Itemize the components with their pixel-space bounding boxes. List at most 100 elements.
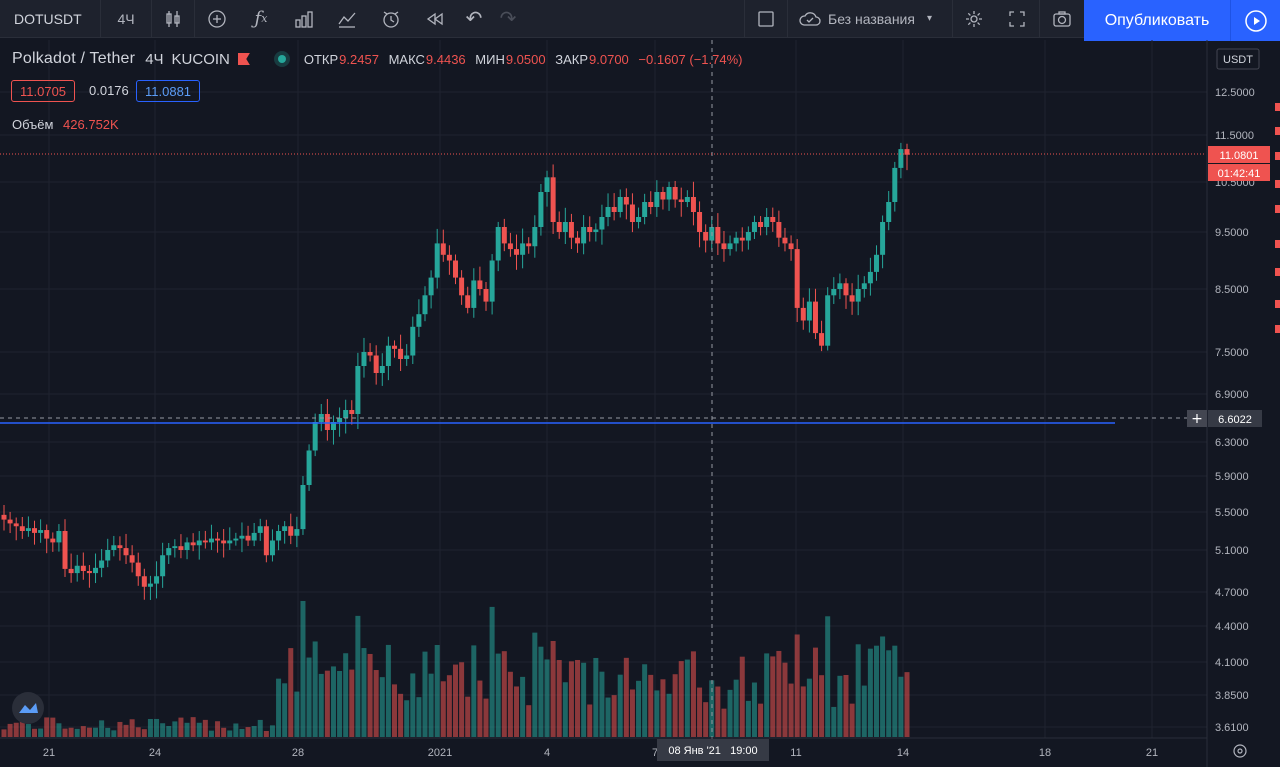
settings-gear-icon[interactable] bbox=[1233, 744, 1247, 758]
volume-bar bbox=[111, 730, 117, 737]
candle-body bbox=[733, 237, 739, 244]
gear-icon[interactable] bbox=[953, 0, 995, 38]
volume-bar bbox=[13, 722, 19, 737]
symbol-search[interactable]: DOTUSDT bbox=[0, 0, 100, 38]
sell-price-box[interactable]: 11.0705 bbox=[11, 80, 76, 102]
volume-bar bbox=[843, 674, 849, 737]
candle-body bbox=[38, 530, 44, 533]
volume-bar bbox=[215, 721, 221, 737]
candles-icon[interactable] bbox=[152, 0, 194, 38]
price-chart[interactable]: 12.500011.500010.50009.50008.50007.50006… bbox=[0, 40, 1280, 767]
layout-icon[interactable] bbox=[745, 0, 787, 38]
cloud-icon bbox=[799, 11, 821, 26]
volume-bar bbox=[684, 659, 690, 737]
candle-body bbox=[867, 271, 873, 284]
play-button[interactable] bbox=[1230, 0, 1280, 41]
volume-bar bbox=[288, 648, 294, 737]
financials-icon[interactable] bbox=[283, 0, 325, 38]
flag-icon[interactable] bbox=[237, 53, 250, 65]
candle-body bbox=[684, 197, 690, 202]
volume-bar bbox=[581, 662, 587, 737]
price-axis[interactable]: 12.500011.500010.50009.50008.50007.50006… bbox=[1215, 87, 1255, 734]
crosshair-price-tag bbox=[1208, 410, 1262, 427]
candle-body bbox=[349, 410, 355, 414]
volume-bar bbox=[196, 722, 202, 737]
volume-bar bbox=[44, 717, 50, 737]
candle-body bbox=[739, 237, 745, 241]
volume-bar bbox=[837, 675, 843, 737]
time-tick-label: 28 bbox=[292, 747, 304, 759]
volume-bar bbox=[166, 725, 172, 737]
currency-label: USDT bbox=[1223, 54, 1253, 66]
volume-bar bbox=[19, 720, 25, 737]
volume-bar bbox=[861, 685, 867, 737]
templates-icon[interactable] bbox=[325, 0, 369, 38]
candle-body bbox=[727, 243, 733, 250]
candle-body bbox=[514, 249, 520, 255]
buy-price-box[interactable]: 11.0881 bbox=[136, 80, 201, 102]
tradingview-logo-icon[interactable] bbox=[12, 692, 44, 724]
bid-value: 11.0705 bbox=[20, 84, 67, 99]
candle-body bbox=[629, 204, 635, 222]
fullscreen-icon[interactable] bbox=[995, 0, 1039, 38]
undo-icon[interactable]: ↶ bbox=[465, 8, 483, 30]
candle-body bbox=[764, 217, 770, 227]
crosshair-time-label: 08 Янв '21 19:00 bbox=[668, 745, 757, 757]
candle-body bbox=[446, 254, 452, 261]
volume-bar bbox=[477, 680, 483, 737]
candle-body bbox=[422, 295, 428, 315]
publish-button[interactable]: Опубликовать bbox=[1084, 0, 1230, 41]
layout-name-button[interactable]: Без названия ▾ bbox=[788, 0, 952, 38]
candle-body bbox=[367, 352, 373, 356]
volume-bar bbox=[160, 723, 166, 737]
add-alert-button[interactable] bbox=[1187, 410, 1207, 427]
volume-bar bbox=[1, 729, 7, 737]
candle-body bbox=[459, 277, 465, 296]
open-label: ОТКР bbox=[303, 51, 339, 67]
volume-bar bbox=[709, 680, 715, 737]
volume-bar bbox=[282, 683, 288, 737]
candle-body bbox=[166, 548, 172, 556]
add-indicator-icon[interactable] bbox=[195, 0, 239, 38]
volume-bar bbox=[855, 644, 861, 737]
price-tick-label: 6.9000 bbox=[1215, 389, 1249, 401]
chevron-down-icon: ▾ bbox=[926, 13, 932, 24]
volume-bar bbox=[831, 706, 837, 737]
volume-bar bbox=[849, 703, 855, 737]
currency-badge[interactable] bbox=[1216, 48, 1260, 70]
candle-body bbox=[147, 583, 153, 587]
volume-bar bbox=[605, 697, 611, 737]
volume-bar bbox=[202, 719, 208, 737]
candle-body bbox=[642, 202, 648, 217]
volume-bar bbox=[886, 650, 892, 737]
volume-bar bbox=[86, 727, 92, 737]
ohlc-values: ОТКР9.2457 МАКС9.4436 МИН9.0500 ЗАКР9.07… bbox=[304, 52, 749, 67]
volume-bar bbox=[739, 656, 745, 737]
volume-bar bbox=[233, 723, 239, 737]
candle-body bbox=[593, 229, 599, 232]
interval-button[interactable]: 4Ч bbox=[101, 0, 151, 38]
volume-bar bbox=[758, 703, 764, 737]
camera-icon[interactable] bbox=[1040, 0, 1084, 38]
volume-bar bbox=[349, 669, 355, 737]
candle-body bbox=[556, 222, 562, 232]
candle-body bbox=[111, 545, 117, 550]
replay-icon[interactable] bbox=[413, 0, 457, 38]
candle-body bbox=[404, 355, 410, 359]
volume-bar bbox=[471, 645, 477, 737]
play-icon bbox=[1245, 9, 1267, 32]
candle-body bbox=[721, 243, 727, 250]
market-status-icon[interactable] bbox=[277, 55, 286, 63]
volume-bar bbox=[599, 671, 605, 737]
volume-bar bbox=[459, 662, 465, 737]
alert-icon[interactable] bbox=[369, 0, 413, 38]
time-tick-label: 21 bbox=[1146, 747, 1158, 759]
volume-bar bbox=[715, 686, 721, 737]
volume-bar bbox=[330, 666, 336, 737]
redo-icon[interactable]: ↷ bbox=[499, 8, 517, 30]
time-axis[interactable]: 21 24 28 2021 4 7 11 14 18 21 bbox=[43, 747, 1158, 759]
volume-bar bbox=[306, 657, 312, 737]
candle-body bbox=[117, 545, 123, 549]
candle-body bbox=[269, 540, 275, 556]
